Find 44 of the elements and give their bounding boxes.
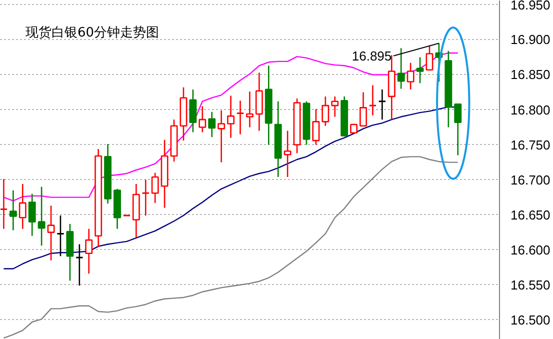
candlestick — [331, 96, 339, 118]
candlestick — [189, 88, 197, 133]
candlestick — [75, 244, 84, 286]
candlestick — [284, 130, 292, 178]
candlestick — [255, 72, 263, 132]
y-tick-label: 16.700 — [510, 172, 550, 188]
candlestick — [246, 90, 254, 128]
candlestick — [0, 178, 8, 230]
y-tick-label: 16.500 — [510, 312, 550, 328]
annotation: 16.895 — [352, 48, 392, 64]
candlestick — [142, 179, 150, 216]
candlestick — [236, 100, 244, 135]
candlestick — [28, 193, 36, 236]
line-series — [3, 52, 458, 202]
y-tick-label: 16.900 — [510, 32, 550, 48]
candlestick — [312, 108, 320, 146]
y-tick-label: 16.650 — [510, 207, 550, 222]
candlestick — [56, 214, 65, 257]
y-tick-label: 16.750 — [510, 137, 550, 152]
y-tick-label: 16.950 — [510, 0, 550, 12]
candlestick — [38, 186, 46, 246]
candlestick — [151, 172, 159, 204]
y-tick-label: 16.550 — [510, 277, 550, 292]
candlestick — [9, 190, 17, 231]
candlestick — [18, 183, 26, 230]
candlestick — [416, 56, 424, 84]
candlestick — [426, 44, 434, 70]
candlestick — [322, 96, 330, 127]
y-tick-label: 16.850 — [510, 67, 550, 82]
candlestick — [397, 47, 405, 90]
y-tick-label: 16.600 — [510, 242, 550, 258]
candlestick — [378, 88, 386, 120]
candlestick — [47, 205, 55, 262]
candlestick — [360, 92, 367, 128]
candlestick — [85, 228, 93, 274]
y-tick-label: 16.800 — [510, 102, 550, 118]
candlestick — [406, 62, 414, 90]
text: 现货白银60分钟走势图 — [26, 26, 160, 40]
candlestick — [218, 110, 226, 163]
candlestick — [227, 95, 235, 138]
candlestick — [368, 84, 377, 116]
candlestick — [198, 106, 206, 133]
candlestick — [208, 111, 216, 138]
candlestick — [454, 102, 462, 156]
